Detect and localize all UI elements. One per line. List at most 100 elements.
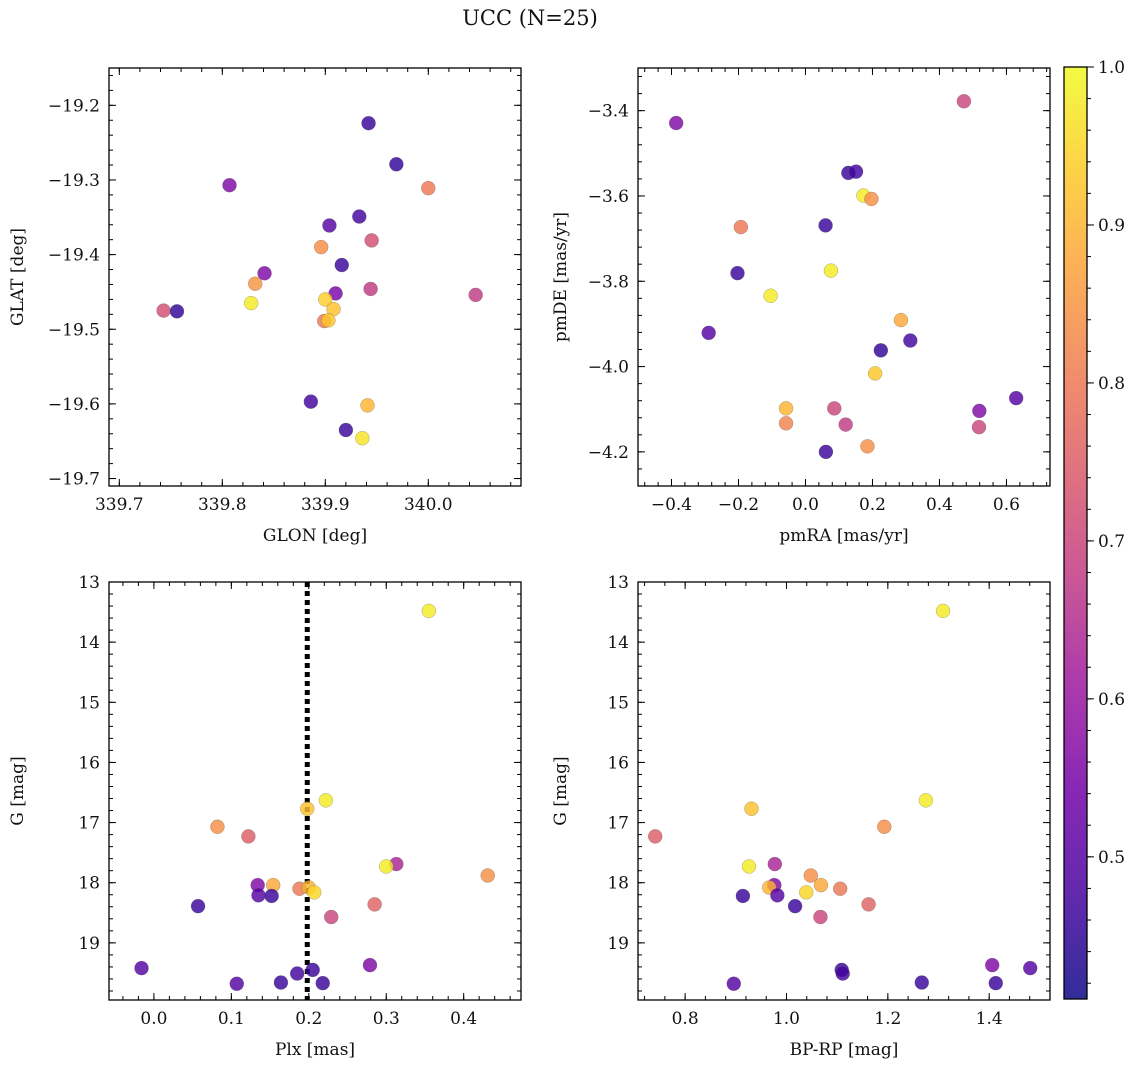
y-axis-label: G [mag] <box>551 756 571 825</box>
data-point <box>364 233 379 248</box>
x-tick-label: 0.6 <box>993 495 1020 515</box>
data-point <box>307 885 322 900</box>
data-point <box>813 909 828 925</box>
data-point <box>338 422 354 438</box>
data-point <box>848 164 864 179</box>
data-point <box>813 877 829 893</box>
data-point <box>827 401 842 416</box>
data-point <box>289 966 305 981</box>
x-tick-label: 0.2 <box>295 1009 322 1029</box>
scatter-series <box>668 94 1024 460</box>
data-point <box>935 603 951 619</box>
data-point <box>787 898 803 914</box>
data-point <box>838 417 853 432</box>
data-point <box>315 975 330 991</box>
x-tick-label: 0.3 <box>373 1009 400 1029</box>
data-point <box>985 957 1000 973</box>
x-tick-label: 339.9 <box>301 495 350 515</box>
data-point <box>873 343 889 358</box>
y-tick-label: 18 <box>78 874 100 894</box>
y-tick-label: 15 <box>78 693 100 713</box>
data-point <box>229 976 244 991</box>
data-point <box>322 218 337 233</box>
y-tick-label: −19.2 <box>48 96 100 116</box>
x-tick-label: 0.4 <box>926 495 953 515</box>
data-point <box>134 960 149 976</box>
axes-frame <box>637 67 1051 487</box>
data-point <box>744 801 759 816</box>
x-tick-label: 1.4 <box>976 1009 1003 1029</box>
y-axis-label: G [mag] <box>8 756 28 825</box>
x-axis-label: Plx [mas] <box>275 1040 355 1060</box>
data-point <box>264 888 279 904</box>
y-axis-label: GLAT [deg] <box>8 228 28 326</box>
data-point <box>248 276 263 291</box>
data-point <box>363 281 378 297</box>
data-point <box>480 868 495 883</box>
data-point <box>273 975 289 990</box>
data-point <box>803 868 819 883</box>
data-point <box>318 793 334 808</box>
x-axis-label: BP-RP [mag] <box>790 1040 899 1060</box>
colorbar-tick-label: 1.0 <box>1098 58 1125 78</box>
data-point <box>318 292 333 307</box>
y-tick-label: −19.4 <box>48 246 100 266</box>
data-point <box>733 219 749 235</box>
data-point <box>778 416 794 431</box>
data-point <box>988 975 1003 991</box>
colorbar-tick-label: 0.8 <box>1098 374 1125 394</box>
data-point <box>767 856 783 872</box>
panel-bprp-g: 0.8 1.0 1.2 1.4 13 14 15 16 17 18 19 BP-RP [mag] G [… <box>551 573 1051 1060</box>
x-axis-label: pmRA [mas/yr] <box>779 526 908 546</box>
data-point <box>1023 960 1038 976</box>
x-tick-label: 0.8 <box>672 1009 699 1029</box>
data-point <box>903 333 918 348</box>
data-point <box>360 398 375 413</box>
y-tick-label: 14 <box>607 633 629 653</box>
data-point <box>914 975 929 990</box>
data-point <box>156 303 171 318</box>
x-tick-label: 340.0 <box>404 495 453 515</box>
x-tick-label: −0.2 <box>718 495 759 515</box>
y-axis-label: pmDE [mas/yr] <box>551 212 571 342</box>
x-tick-label: −0.4 <box>651 495 692 515</box>
data-point <box>222 177 237 193</box>
colorbar-gradient <box>1063 66 1088 1000</box>
data-point <box>861 897 876 912</box>
y-tick-label: 15 <box>607 693 629 713</box>
x-tick-label: 0.4 <box>450 1009 477 1029</box>
data-point <box>389 157 404 172</box>
data-point <box>864 191 879 207</box>
y-tick-label: −3.6 <box>588 187 629 207</box>
data-point <box>243 295 259 311</box>
data-point <box>701 325 716 341</box>
data-point <box>324 909 339 925</box>
y-tick-label: 18 <box>607 874 629 894</box>
data-point <box>956 94 972 109</box>
data-point <box>305 962 320 978</box>
data-point <box>251 888 266 903</box>
data-point <box>421 603 437 619</box>
data-point <box>379 859 394 874</box>
y-tick-label: −19.5 <box>48 320 100 340</box>
data-point <box>778 401 794 416</box>
colorbar-tick-label: 0.5 <box>1098 848 1125 868</box>
y-tick-label: 16 <box>78 753 100 773</box>
data-point <box>770 888 785 903</box>
data-point <box>361 116 376 131</box>
colorbar-tick-label: 0.6 <box>1098 690 1125 710</box>
y-tick-label: −19.6 <box>48 395 100 415</box>
x-tick-label: 339.8 <box>198 495 247 515</box>
data-point <box>818 444 834 460</box>
data-point <box>867 366 883 381</box>
x-axis-label: GLON [deg] <box>263 526 367 546</box>
data-point <box>321 313 336 328</box>
data-point <box>355 431 370 446</box>
data-point <box>971 419 987 435</box>
data-point <box>668 115 684 131</box>
scatter-series <box>134 603 495 991</box>
y-tick-label: 16 <box>607 753 629 773</box>
x-tick-label: 339.7 <box>95 495 144 515</box>
data-point <box>818 218 833 233</box>
